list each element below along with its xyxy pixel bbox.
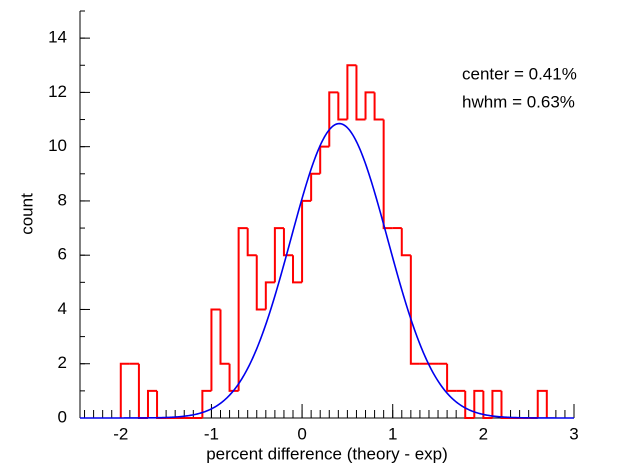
histogram-bin — [255, 255, 266, 311]
x-axis-label: percent difference (theory - exp) — [206, 444, 448, 463]
histogram-bin — [409, 255, 420, 365]
histogram-bin — [210, 308, 221, 391]
histogram-bin — [282, 228, 294, 257]
histogram-bin — [219, 309, 230, 365]
histogram-bin — [201, 389, 212, 418]
histogram-bin — [328, 91, 339, 147]
histogram-bin — [119, 362, 130, 418]
x-tick-label: 1 — [388, 424, 397, 443]
y-tick-label: 10 — [48, 136, 67, 155]
x-tick-label: 0 — [297, 424, 306, 443]
histogram-bin — [400, 228, 411, 257]
x-tick-label: -2 — [113, 424, 128, 443]
histogram-bin — [373, 92, 384, 121]
histogram-bin — [491, 389, 502, 418]
histogram-bin — [246, 228, 257, 257]
histogram-bin — [264, 281, 275, 310]
fit-curve — [80, 122, 574, 419]
histogram-bin — [500, 390, 511, 419]
histogram-bin — [319, 145, 330, 174]
histogram-bin — [536, 389, 548, 418]
histogram-bin — [228, 363, 239, 392]
y-tick-label: 0 — [58, 407, 67, 426]
histogram-bin — [482, 390, 493, 419]
histogram-bin — [337, 92, 348, 121]
histogram-bin — [355, 65, 366, 121]
y-tick-label: 2 — [58, 353, 67, 372]
y-tick-label: 12 — [48, 82, 67, 101]
y-tick-label: 4 — [58, 299, 67, 318]
x-tick-label: -1 — [204, 424, 219, 443]
annotation: center = 0.41% — [462, 64, 577, 83]
histogram-bin — [382, 119, 393, 230]
y-tick-label: 14 — [48, 28, 67, 47]
x-tick-label: 2 — [479, 424, 488, 443]
histogram-bin — [156, 390, 167, 419]
histogram-bin — [473, 389, 484, 418]
histogram-bin — [310, 172, 321, 201]
histogram-bin — [146, 389, 158, 418]
histogram-bin — [292, 255, 303, 284]
histogram-bin — [237, 227, 248, 391]
annotation: hwhm = 0.63% — [462, 92, 575, 111]
histogram-bin — [364, 91, 375, 120]
y-tick-label: 6 — [58, 245, 67, 264]
histogram-bin — [137, 363, 148, 419]
histogram-bin — [346, 64, 357, 120]
histogram-bin — [446, 363, 457, 392]
histogram-bin — [273, 227, 284, 283]
histogram-bin — [464, 390, 475, 419]
y-axis-label: count — [17, 193, 36, 235]
y-tick-label: 8 — [58, 190, 67, 209]
histogram-bin — [301, 199, 312, 283]
x-tick-label: 3 — [569, 424, 578, 443]
